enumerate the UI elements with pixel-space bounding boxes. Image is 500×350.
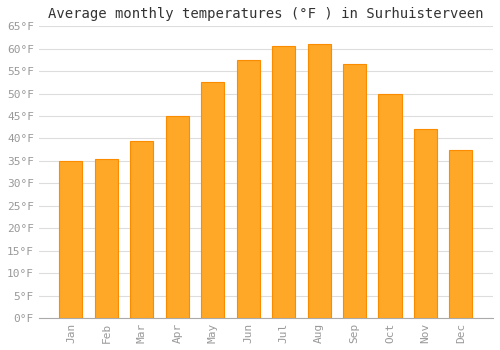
Bar [130, 141, 154, 318]
Bar [272, 47, 295, 318]
Bar [450, 150, 472, 318]
Title: Average monthly temperatures (°F ) in Surhuisterveen: Average monthly temperatures (°F ) in Su… [48, 7, 484, 21]
Bar [378, 93, 402, 318]
Bar [166, 116, 189, 318]
Bar [236, 60, 260, 318]
Bar [308, 44, 330, 318]
Bar [201, 82, 224, 318]
Bar [95, 159, 118, 318]
Bar [343, 64, 366, 318]
Bar [414, 130, 437, 318]
Bar [60, 161, 82, 318]
